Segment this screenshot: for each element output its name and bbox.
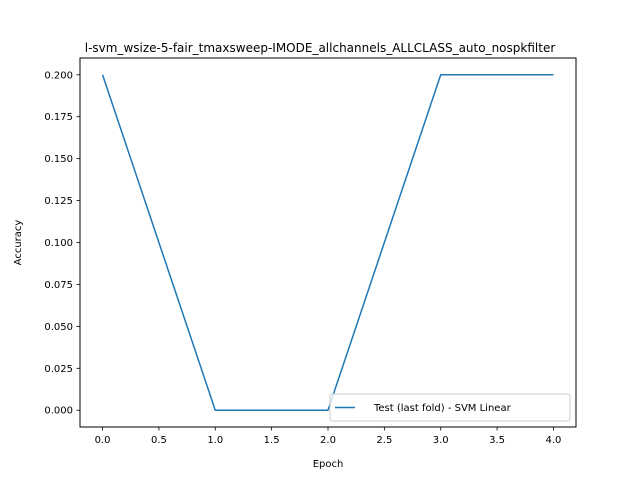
series-layer [101, 74, 554, 411]
axes-frame [79, 57, 577, 428]
x-tick-label: 0.0 [95, 435, 111, 446]
y-tick-label: 0.000 [44, 406, 73, 417]
x-tick-label: 1.5 [264, 435, 280, 446]
legend-entry: Test (last fold) - SVM Linear [373, 403, 512, 414]
axis-ticks: 0.0 0.5 1.0 1.5 2.0 2.5 3.0 3.5 4.0 0.000 0.025 0.0… [44, 70, 561, 446]
x-tick-label: 0.5 [151, 435, 167, 446]
y-tick-label: 0.125 [44, 196, 73, 207]
x-tick-label: 4.0 [546, 435, 562, 446]
legend-box [329, 393, 571, 422]
chart-title: l-svm_wsize-5-fair_tmaxsweep-IMODE_allch… [85, 41, 556, 55]
x-tick-label: 1.0 [207, 435, 223, 446]
y-tick-label: 0.200 [44, 70, 73, 81]
series-line-0 [101, 74, 554, 411]
y-tick-label: 0.100 [44, 238, 73, 249]
y-tick-label: 0.025 [44, 364, 73, 375]
x-tick-label: 2.5 [376, 435, 392, 446]
legend: Test (last fold) - SVM Linear [329, 393, 571, 422]
y-tick-label: 0.075 [44, 280, 73, 291]
y-tick-label: 0.050 [44, 322, 73, 333]
x-tick-label: 3.5 [489, 435, 505, 446]
y-axis-label: Accuracy [13, 220, 24, 266]
x-axis-label: Epoch [313, 459, 344, 470]
y-tick-label: 0.175 [44, 112, 73, 123]
y-tick-label: 0.150 [44, 154, 73, 165]
x-tick-label: 3.0 [433, 435, 449, 446]
x-tick-label: 2.0 [320, 435, 336, 446]
